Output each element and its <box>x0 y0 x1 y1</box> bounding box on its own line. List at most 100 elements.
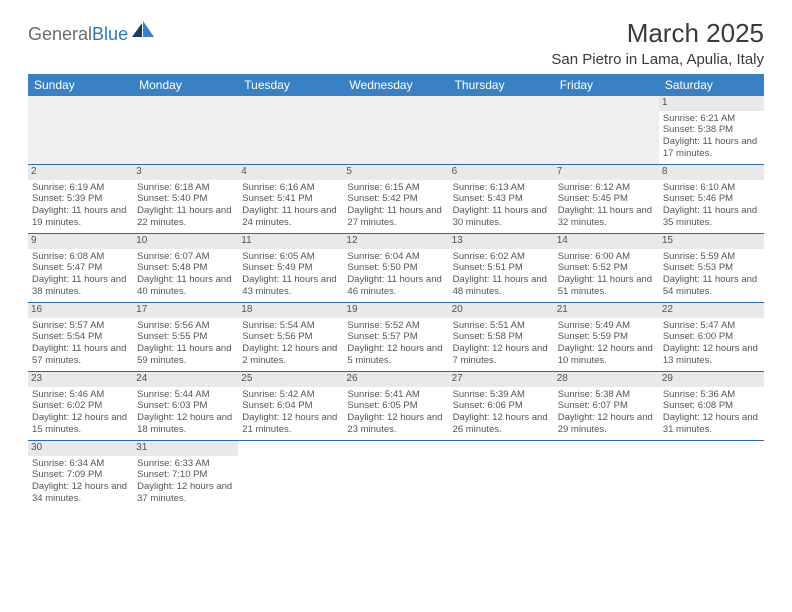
sunset-text: Sunset: 5:55 PM <box>137 331 234 343</box>
daylight-text: Daylight: 11 hours and 17 minutes. <box>663 136 760 160</box>
sunset-text: Sunset: 6:04 PM <box>242 400 339 412</box>
day-number: 24 <box>133 372 238 387</box>
sunrise-text: Sunrise: 6:16 AM <box>242 182 339 194</box>
calendar-day-cell: 18Sunrise: 5:54 AMSunset: 5:56 PMDayligh… <box>238 303 343 372</box>
calendar-empty-cell <box>238 441 343 510</box>
calendar-day-cell: 27Sunrise: 5:39 AMSunset: 6:06 PMDayligh… <box>449 372 554 441</box>
brand-sail-icon <box>132 21 154 44</box>
calendar-day-cell: 17Sunrise: 5:56 AMSunset: 5:55 PMDayligh… <box>133 303 238 372</box>
daylight-text: Daylight: 12 hours and 7 minutes. <box>453 343 550 367</box>
sunrise-text: Sunrise: 5:54 AM <box>242 320 339 332</box>
daylight-text: Daylight: 12 hours and 13 minutes. <box>663 343 760 367</box>
calendar-day-cell: 7Sunrise: 6:12 AMSunset: 5:45 PMDaylight… <box>554 165 659 234</box>
calendar-day-cell: 5Sunrise: 6:15 AMSunset: 5:42 PMDaylight… <box>343 165 448 234</box>
sunset-text: Sunset: 5:57 PM <box>347 331 444 343</box>
daylight-text: Daylight: 11 hours and 30 minutes. <box>453 205 550 229</box>
sunrise-text: Sunrise: 5:47 AM <box>663 320 760 332</box>
calendar-day-cell: 11Sunrise: 6:05 AMSunset: 5:49 PMDayligh… <box>238 234 343 303</box>
calendar-day-cell: 25Sunrise: 5:42 AMSunset: 6:04 PMDayligh… <box>238 372 343 441</box>
sunrise-text: Sunrise: 5:49 AM <box>558 320 655 332</box>
day-number: 25 <box>238 372 343 387</box>
sunrise-text: Sunrise: 6:19 AM <box>32 182 129 194</box>
calendar-empty-cell <box>554 96 659 165</box>
calendar-day-cell: 12Sunrise: 6:04 AMSunset: 5:50 PMDayligh… <box>343 234 448 303</box>
calendar-day-cell: 3Sunrise: 6:18 AMSunset: 5:40 PMDaylight… <box>133 165 238 234</box>
weekday-header-row: Sunday Monday Tuesday Wednesday Thursday… <box>28 74 764 96</box>
daylight-text: Daylight: 11 hours and 24 minutes. <box>242 205 339 229</box>
calendar-table: Sunday Monday Tuesday Wednesday Thursday… <box>28 74 764 509</box>
sunset-text: Sunset: 6:02 PM <box>32 400 129 412</box>
sunset-text: Sunset: 5:52 PM <box>558 262 655 274</box>
daylight-text: Daylight: 11 hours and 46 minutes. <box>347 274 444 298</box>
calendar-day-cell: 4 Sunrise: 6:16 AMSunset: 5:41 PMDaylight… <box>238 165 343 234</box>
daylight-text: Daylight: 11 hours and 51 minutes. <box>558 274 655 298</box>
day-number: 23 <box>28 372 133 387</box>
sunrise-text: Sunrise: 5:42 AM <box>242 389 339 401</box>
sunset-text: Sunset: 6:03 PM <box>137 400 234 412</box>
daylight-text: Daylight: 12 hours and 23 minutes. <box>347 412 444 436</box>
sunrise-text: Sunrise: 6:08 AM <box>32 251 129 263</box>
calendar-day-cell: 19Sunrise: 5:52 AMSunset: 5:57 PMDayligh… <box>343 303 448 372</box>
calendar-empty-cell <box>449 96 554 165</box>
daylight-text: Daylight: 11 hours and 48 minutes. <box>453 274 550 298</box>
calendar-day-cell: 30Sunrise: 6:34 AMSunset: 7:09 PMDayligh… <box>28 441 133 510</box>
sunset-text: Sunset: 5:58 PM <box>453 331 550 343</box>
sunrise-text: Sunrise: 6:07 AM <box>137 251 234 263</box>
day-number: 28 <box>554 372 659 387</box>
sunset-text: Sunset: 5:41 PM <box>242 193 339 205</box>
day-number: 9 <box>28 234 133 249</box>
sunset-text: Sunset: 5:53 PM <box>663 262 760 274</box>
day-number: 29 <box>659 372 764 387</box>
day-number: 4 <box>238 165 343 180</box>
sunrise-text: Sunrise: 6:10 AM <box>663 182 760 194</box>
sunrise-text: Sunrise: 6:34 AM <box>32 458 129 470</box>
daylight-text: Daylight: 12 hours and 10 minutes. <box>558 343 655 367</box>
sunset-text: Sunset: 5:39 PM <box>32 193 129 205</box>
calendar-day-cell: 16Sunrise: 5:57 AMSunset: 5:54 PMDayligh… <box>28 303 133 372</box>
calendar-day-cell: 21Sunrise: 5:49 AMSunset: 5:59 PMDayligh… <box>554 303 659 372</box>
calendar-day-cell: 1Sunrise: 6:21 AMSunset: 5:38 PMDaylight… <box>659 96 764 165</box>
sunset-text: Sunset: 6:05 PM <box>347 400 444 412</box>
calendar-day-cell: 14Sunrise: 6:00 AMSunset: 5:52 PMDayligh… <box>554 234 659 303</box>
day-number: 7 <box>554 165 659 180</box>
sunset-text: Sunset: 5:43 PM <box>453 193 550 205</box>
calendar-week-row: 9Sunrise: 6:08 AMSunset: 5:47 PMDaylight… <box>28 234 764 303</box>
sunrise-text: Sunrise: 6:02 AM <box>453 251 550 263</box>
weekday-header: Tuesday <box>238 74 343 96</box>
calendar-empty-cell <box>343 441 448 510</box>
calendar-empty-cell <box>554 441 659 510</box>
sunset-text: Sunset: 5:51 PM <box>453 262 550 274</box>
daylight-text: Daylight: 11 hours and 38 minutes. <box>32 274 129 298</box>
day-number: 12 <box>343 234 448 249</box>
daylight-text: Daylight: 12 hours and 29 minutes. <box>558 412 655 436</box>
daylight-text: Daylight: 12 hours and 37 minutes. <box>137 481 234 505</box>
calendar-day-cell: 10Sunrise: 6:07 AMSunset: 5:48 PMDayligh… <box>133 234 238 303</box>
daylight-text: Daylight: 11 hours and 54 minutes. <box>663 274 760 298</box>
calendar-body: 1Sunrise: 6:21 AMSunset: 5:38 PMDaylight… <box>28 96 764 509</box>
sunrise-text: Sunrise: 6:18 AM <box>137 182 234 194</box>
sunrise-text: Sunrise: 6:00 AM <box>558 251 655 263</box>
brand-text: GeneralBlue <box>28 24 128 45</box>
sunset-text: Sunset: 6:08 PM <box>663 400 760 412</box>
calendar-day-cell: 9Sunrise: 6:08 AMSunset: 5:47 PMDaylight… <box>28 234 133 303</box>
daylight-text: Daylight: 12 hours and 2 minutes. <box>242 343 339 367</box>
daylight-text: Daylight: 12 hours and 15 minutes. <box>32 412 129 436</box>
day-number: 21 <box>554 303 659 318</box>
day-number: 18 <box>238 303 343 318</box>
daylight-text: Daylight: 11 hours and 35 minutes. <box>663 205 760 229</box>
calendar-day-cell: 8Sunrise: 6:10 AMSunset: 5:46 PMDaylight… <box>659 165 764 234</box>
sunrise-text: Sunrise: 5:52 AM <box>347 320 444 332</box>
calendar-empty-cell <box>343 96 448 165</box>
calendar-week-row: 2Sunrise: 6:19 AMSunset: 5:39 PMDaylight… <box>28 165 764 234</box>
day-number: 27 <box>449 372 554 387</box>
day-number: 30 <box>28 441 133 456</box>
daylight-text: Daylight: 12 hours and 31 minutes. <box>663 412 760 436</box>
sunrise-text: Sunrise: 5:39 AM <box>453 389 550 401</box>
title-block: March 2025 San Pietro in Lama, Apulia, I… <box>551 18 764 68</box>
calendar-day-cell: 28Sunrise: 5:38 AMSunset: 6:07 PMDayligh… <box>554 372 659 441</box>
day-number: 11 <box>238 234 343 249</box>
calendar-week-row: 30Sunrise: 6:34 AMSunset: 7:09 PMDayligh… <box>28 441 764 510</box>
calendar-empty-cell <box>133 96 238 165</box>
sunrise-text: Sunrise: 6:15 AM <box>347 182 444 194</box>
weekday-header: Sunday <box>28 74 133 96</box>
